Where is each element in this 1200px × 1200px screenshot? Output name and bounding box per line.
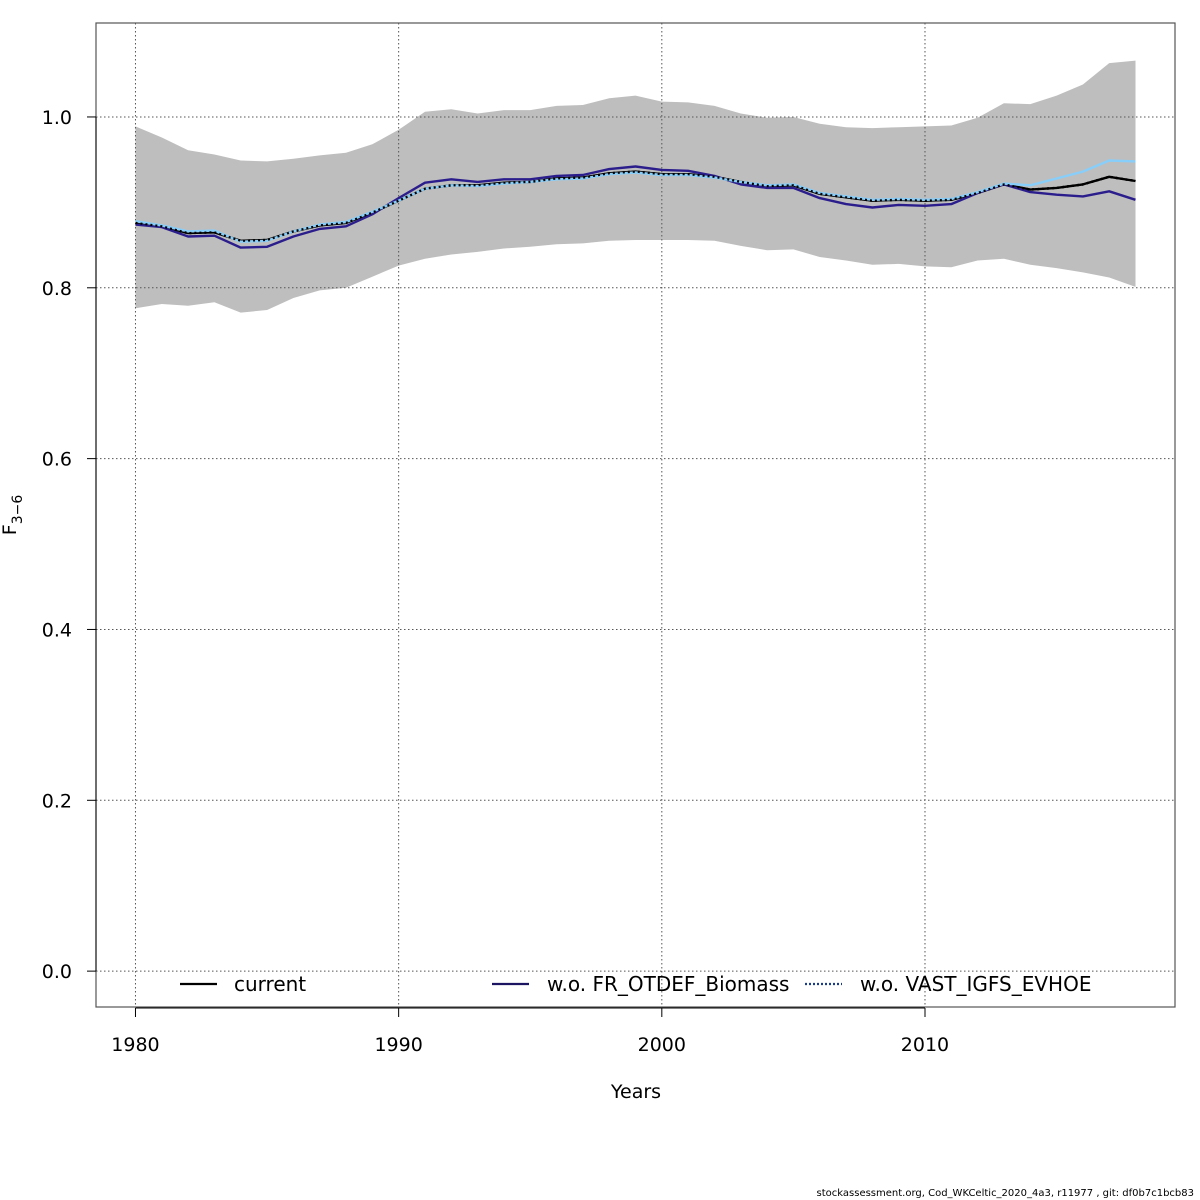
x-tick-label-1980: 1980 xyxy=(111,1034,159,1056)
y-tick-label-0.6: 0.6 xyxy=(42,449,72,471)
x-tick-label-1990: 1990 xyxy=(374,1034,422,1056)
y-axis-title: F3−6 xyxy=(0,495,26,536)
y-tick-label-0.2: 0.2 xyxy=(42,790,72,812)
y-tick-label-0.0: 0.0 xyxy=(42,961,72,983)
series-line-1 xyxy=(135,165,1136,249)
confidence-band-layer xyxy=(135,60,1136,313)
series-line-current-overlay xyxy=(135,170,1136,242)
grid-layer xyxy=(96,23,1175,1007)
y-axis-title-main: F xyxy=(0,524,21,535)
y-tick-label-1.0: 1.0 xyxy=(42,107,72,129)
legend-label-0: current xyxy=(234,972,306,996)
x-axis-title: Years xyxy=(610,1081,661,1103)
confidence-band xyxy=(135,60,1136,313)
y-axis-title-subscript: 3−6 xyxy=(10,495,26,525)
x-tick-label-2000: 2000 xyxy=(638,1034,686,1056)
footer-credit: stockassessment.org, Cod_WKCeltic_2020_4… xyxy=(816,1188,1194,1199)
x-tick-label-2010: 2010 xyxy=(901,1034,949,1056)
legend: current w.o. FR_OTDEF_Biomass w.o. VAST_IG… xyxy=(180,972,1091,996)
legend-label-1: w.o. FR_OTDEF_Biomass xyxy=(547,972,789,996)
axis-layer: 1980 1990 2000 2010 0.0 0.2 0.4 0.6 0.8 1.0 xyxy=(42,107,949,1056)
series-layer xyxy=(135,159,1136,249)
legend-label-2: w.o. VAST_IGFS_EVHOE xyxy=(860,972,1091,996)
y-tick-label-0.4: 0.4 xyxy=(42,619,72,641)
y-tick-label-0.8: 0.8 xyxy=(42,278,72,300)
